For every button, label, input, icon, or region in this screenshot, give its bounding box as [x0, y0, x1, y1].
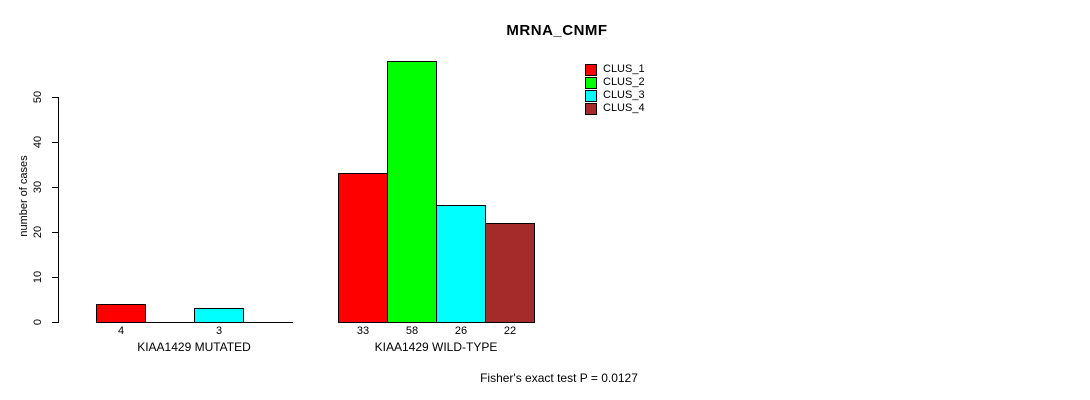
legend-color-swatch: [585, 76, 597, 89]
y-tick-label: 20: [32, 225, 44, 239]
legend-label: CLUS_1: [603, 63, 645, 75]
bar-clus_3: [194, 308, 244, 323]
legend-item-clus_2: CLUS_2: [585, 76, 645, 89]
bar-clus_2: [387, 61, 437, 323]
y-tick-label: 10: [32, 270, 44, 284]
bar-clus_4: [485, 223, 535, 323]
zero-bar-clus_2: [145, 322, 195, 323]
bar-clus_1: [96, 304, 146, 323]
y-axis-tick: [52, 187, 58, 188]
y-tick-label: 50: [32, 90, 44, 104]
y-tick-label: 40: [32, 135, 44, 149]
bar-value-label: 4: [117, 325, 125, 337]
bar-value-label: 58: [405, 325, 419, 337]
legend-color-swatch: [585, 89, 597, 102]
y-tick-label: 30: [32, 180, 44, 194]
y-axis-title: number of cases: [18, 155, 30, 237]
y-tick-label: 0: [32, 318, 44, 326]
chart-title: MRNA_CNMF: [506, 22, 608, 39]
legend-label: CLUS_2: [603, 76, 645, 88]
y-axis-tick: [52, 232, 58, 233]
y-axis-line: [58, 97, 59, 323]
stat-test-annotation: Fisher's exact test P = 0.0127: [480, 371, 638, 385]
legend-color-swatch: [585, 102, 597, 115]
bar-value-label: 22: [503, 325, 517, 337]
legend-item-clus_4: CLUS_4: [585, 102, 645, 115]
legend-color-swatch: [585, 63, 597, 76]
legend-item-clus_3: CLUS_3: [585, 89, 645, 102]
legend-label: CLUS_3: [603, 89, 645, 101]
y-axis-tick: [52, 322, 58, 323]
legend: CLUS_1 CLUS_2 CLUS_3 CLUS_4: [585, 63, 645, 115]
x-axis-group-label: KIAA1429 MUTATED: [137, 340, 251, 354]
legend-label: CLUS_4: [603, 102, 645, 114]
y-axis-tick: [52, 142, 58, 143]
bar-value-label: 3: [215, 325, 223, 337]
y-axis-tick: [52, 97, 58, 98]
y-axis-tick: [52, 277, 58, 278]
x-axis-group-label: KIAA1429 WILD-TYPE: [374, 340, 498, 354]
bar-value-label: 33: [356, 325, 370, 337]
legend-item-clus_1: CLUS_1: [585, 63, 645, 76]
bar-value-label: 26: [454, 325, 468, 337]
zero-bar-clus_4: [243, 322, 293, 323]
bar-clus_1: [338, 173, 388, 323]
bar-clus_3: [436, 205, 486, 323]
